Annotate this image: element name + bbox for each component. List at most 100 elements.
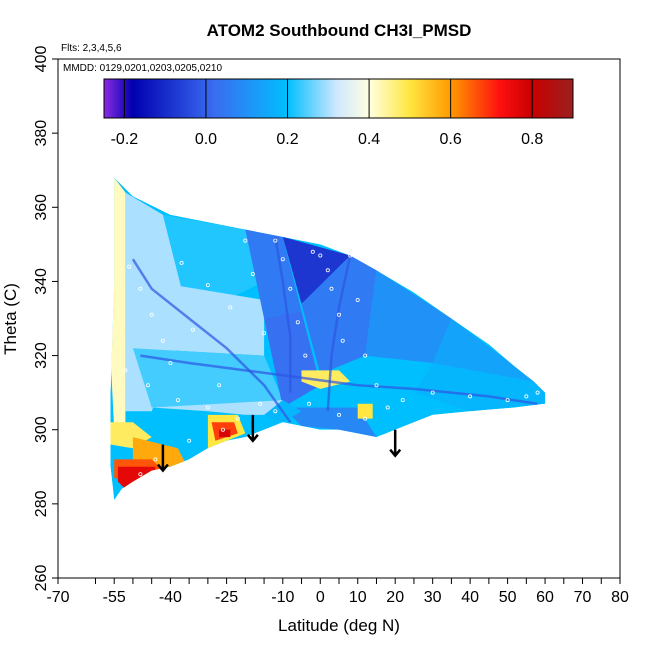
axes: -70 -55 -40 -25 -10 0 10 20 30 40 50 60 70 80 260 280 30…: [33, 46, 629, 606]
y-tick-label: 320: [33, 342, 50, 369]
x-tick-label: 60: [536, 589, 554, 606]
x-tick-label: -55: [103, 589, 126, 606]
sample-point: [138, 472, 143, 477]
sample-point: [205, 283, 210, 288]
colorbar-tick-label: 0.8: [521, 131, 543, 148]
colorbar-tick-label: -0.2: [111, 131, 139, 148]
flight-track-2: [274, 236, 292, 393]
sample-point: [262, 331, 267, 336]
y-tick-label: 300: [33, 416, 50, 443]
sample-point: [336, 412, 341, 417]
sample-point: [430, 390, 435, 395]
sample-point: [325, 268, 330, 273]
sample-point: [295, 320, 300, 325]
heatmap-cell-0: [110, 177, 126, 430]
heatmap-cell-7: [264, 311, 321, 408]
flight-track-1: [131, 258, 292, 424]
heatmap-cell-13: [282, 407, 377, 438]
sample-point: [348, 253, 353, 258]
x-tick-label: -40: [159, 589, 182, 606]
x-tick-label: 70: [574, 589, 592, 606]
flights-label: Flts: 2,3,4,5,6: [61, 43, 122, 54]
x-tick-label: 80: [611, 589, 629, 606]
x-tick-label: 50: [499, 589, 517, 606]
sample-point: [303, 353, 308, 358]
sample-point: [220, 427, 225, 432]
y-tick-label: 380: [33, 120, 50, 147]
sample-point: [153, 457, 158, 462]
sample-point: [306, 401, 311, 406]
heatmap-cell-12: [320, 374, 414, 423]
sample-point: [243, 238, 248, 243]
sample-point: [336, 312, 341, 317]
heatmap-cell-16: [357, 403, 373, 419]
sample-point: [363, 416, 368, 421]
y-tick-label: 280: [33, 490, 50, 517]
sample-point: [505, 398, 510, 403]
sample-point: [340, 338, 345, 343]
heatmap-cell-5: [245, 229, 302, 319]
sample-point: [318, 253, 323, 258]
sample-point: [149, 312, 154, 317]
sample-point: [217, 383, 222, 388]
x-tick-label: -10: [271, 589, 294, 606]
heatmap-cell-15: [301, 370, 351, 389]
sample-point: [160, 338, 165, 343]
arrow-marker-0: [156, 444, 169, 473]
heatmap-cell-9: [365, 270, 452, 363]
x-tick-label: 10: [349, 589, 367, 606]
colorbar-tick-label: 0.0: [195, 131, 217, 148]
sample-point: [205, 405, 210, 410]
sample-point: [228, 305, 233, 310]
sample-point: [310, 249, 315, 254]
x-axis-label: Latitude (deg N): [278, 616, 400, 635]
sample-point: [329, 286, 334, 291]
sample-point: [468, 394, 473, 399]
colorbar: -0.2 0.0 0.2 0.4 0.6 0.8: [103, 78, 574, 148]
x-tick-label: -70: [46, 589, 69, 606]
x-tick-label: -25: [215, 589, 238, 606]
chart-title: ATOM2 Southbound CH3I_PMSD: [207, 21, 472, 40]
y-tick-label: 360: [33, 194, 50, 221]
arrow-marker-2: [389, 429, 402, 458]
y-tick-label: 260: [33, 565, 50, 592]
sample-point: [123, 368, 128, 373]
colorbar-tick-label: 0.2: [276, 131, 298, 148]
sample-point: [145, 383, 150, 388]
sample-point: [190, 327, 195, 332]
x-tick-label: 30: [424, 589, 442, 606]
sample-point: [273, 409, 278, 414]
colorbar-tick-label: 0.4: [358, 131, 380, 148]
sample-point: [355, 297, 360, 302]
colorbar-tick-label: 0.6: [440, 131, 462, 148]
colorbar-ramp: [103, 78, 574, 119]
sample-point: [280, 257, 285, 262]
heatmap-cell-4: [132, 348, 283, 408]
sample-point: [250, 271, 255, 276]
sample-point: [385, 405, 390, 410]
x-tick-label: 0: [316, 589, 325, 606]
flight-track-4: [140, 354, 538, 406]
sample-point: [524, 394, 529, 399]
sample-point: [374, 383, 379, 388]
sample-point: [363, 353, 368, 358]
sample-point: [535, 379, 540, 384]
sample-point: [288, 286, 293, 291]
heatmap-cell-21: [117, 466, 156, 489]
flight-track-3: [326, 255, 352, 412]
plot-area: [110, 177, 546, 501]
x-tick-label: 40: [461, 589, 479, 606]
sample-point: [535, 390, 540, 395]
y-tick-label: 340: [33, 268, 50, 295]
sample-point: [127, 264, 132, 269]
heatmap-cell-24: [219, 429, 231, 438]
arrow-marker-1: [246, 414, 259, 443]
sample-point: [138, 286, 143, 291]
heatmap-field: [110, 177, 546, 501]
heatmap-cell-17: [151, 400, 283, 415]
dates-label: MMDD: 0129,0201,0203,0205,0210: [63, 63, 222, 74]
sample-point: [187, 438, 192, 443]
sample-point: [400, 398, 405, 403]
sample-point: [273, 238, 278, 243]
